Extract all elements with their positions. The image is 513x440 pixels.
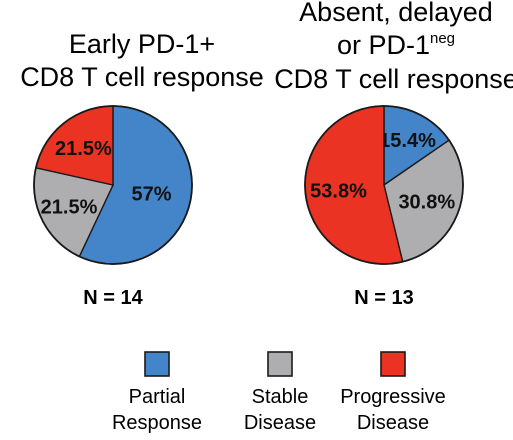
left-chart-title-line-2: CD8 T cell response xyxy=(20,62,264,92)
right-chart-title-line-3: CD8 T cell response xyxy=(274,64,513,94)
legend-label-progressive-line-1: Progressive xyxy=(340,386,446,408)
legend: Partial Response Stable Disease Progressive D… xyxy=(112,351,446,434)
left-chart-title-line-1: Early PD-1+ xyxy=(69,29,215,59)
legend-label-partial-line-2: Response xyxy=(112,412,202,434)
legend-swatch-stable xyxy=(267,351,293,377)
left-pie-label-partial: 57% xyxy=(131,184,171,206)
legend-label-stable-line-1: Stable xyxy=(252,386,309,408)
right-pie-outline xyxy=(304,105,464,265)
right-chart-title-line-2: or PD-1neg xyxy=(337,30,455,60)
right-chart-title-line-2-main: or PD-1 xyxy=(337,30,430,60)
right-pie-label-stable: 30.8% xyxy=(398,191,455,213)
right-pie-label-progressive: 53.8% xyxy=(310,181,367,203)
legend-label-progressive-line-2: Disease xyxy=(357,412,429,434)
legend-swatch-partial xyxy=(144,351,170,377)
right-pie-label-partial: 15.4% xyxy=(379,130,436,152)
right-chart-title-line-1: Absent, delayed xyxy=(299,0,493,27)
legend-swatch-progressive xyxy=(380,351,406,377)
left-n-label: N = 14 xyxy=(83,287,143,309)
right-chart-title-superscript: neg xyxy=(430,30,455,47)
legend-label-stable-line-2: Disease xyxy=(244,412,316,434)
left-pie-outline xyxy=(33,105,193,265)
left-pie-label-stable: 21.5% xyxy=(41,197,98,219)
right-pie: 15.4% 30.8% 53.8% xyxy=(304,105,464,265)
left-pie-label-progressive: 21.5% xyxy=(55,138,112,160)
legend-label-partial-line-1: Partial xyxy=(129,386,186,408)
right-n-label: N = 13 xyxy=(354,287,413,309)
left-pie: 57% 21.5% 21.5% xyxy=(33,105,193,265)
